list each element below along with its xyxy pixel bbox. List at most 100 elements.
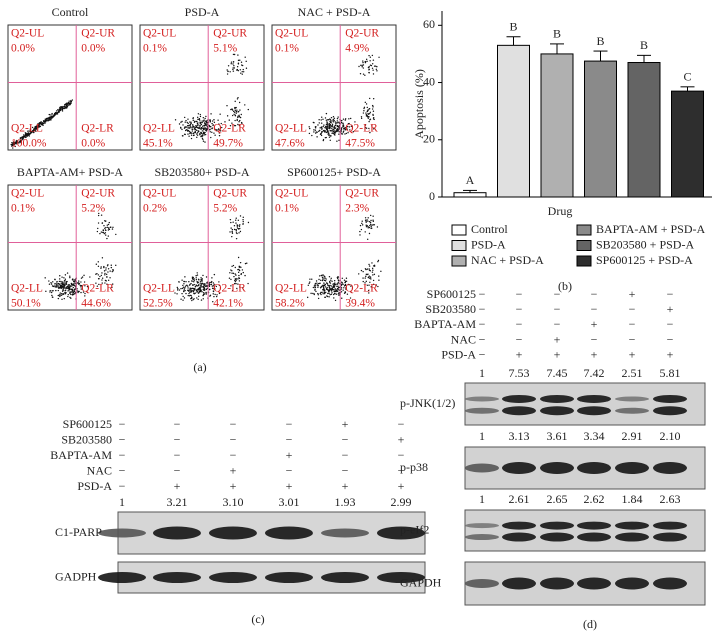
event-dot [66, 102, 68, 104]
event-dot [324, 296, 327, 298]
event-dot [338, 293, 340, 295]
event-dot [72, 279, 74, 281]
event-dot [351, 125, 353, 127]
event-dot [232, 53, 235, 56]
event-dot [332, 130, 334, 132]
event-dot [229, 71, 231, 73]
event-dot [236, 65, 239, 68]
event-dot [197, 124, 199, 126]
panel-label: (d) [583, 617, 597, 631]
event-dot [364, 126, 367, 129]
event-dot [329, 118, 331, 120]
event-dot [246, 262, 248, 264]
event-dot [182, 295, 184, 298]
event-dot [195, 289, 198, 292]
event-dot [190, 282, 192, 285]
event-dot [18, 140, 21, 142]
event-dot [232, 61, 235, 63]
event-dot [195, 284, 198, 287]
event-dot [71, 289, 74, 291]
band [653, 462, 687, 474]
event-dot [321, 130, 323, 133]
event-dot [320, 119, 322, 121]
event-dot [51, 116, 53, 119]
event-dot [219, 113, 221, 115]
event-dot [208, 285, 211, 288]
event-dot [362, 60, 364, 62]
event-dot [235, 112, 237, 114]
quadrant-value: 5.2% [213, 203, 237, 215]
event-dot [319, 127, 321, 129]
ratio: 1 [479, 429, 485, 443]
event-dot [326, 125, 329, 127]
bar [671, 90, 704, 198]
event-dot [372, 283, 375, 286]
event-dot [340, 291, 343, 293]
quadrant-name: Q2-LR [81, 123, 114, 135]
band [209, 526, 257, 540]
event-dot [103, 220, 106, 222]
event-dot [59, 275, 61, 277]
event-dot [346, 125, 349, 128]
event-dot [236, 224, 238, 226]
event-dot [184, 276, 186, 278]
treatment-sign: + [230, 463, 237, 477]
event-dot [359, 234, 361, 236]
event-dot [237, 69, 240, 72]
event-dot [326, 122, 328, 125]
event-dot [44, 122, 46, 125]
event-dot [209, 119, 211, 121]
event-dot [233, 64, 235, 67]
event-dot [70, 285, 72, 287]
event-dot [74, 281, 76, 283]
band [153, 526, 201, 540]
event-dot [20, 136, 22, 139]
event-dot [218, 134, 221, 137]
event-dot [366, 238, 369, 240]
event-dot [367, 225, 369, 228]
event-dot [11, 142, 13, 144]
event-dot [335, 293, 338, 295]
band [653, 521, 687, 530]
event-dot [204, 284, 206, 286]
event-dot [366, 224, 368, 227]
event-dot [186, 125, 189, 127]
quadrant-name: Q2-UL [143, 188, 176, 200]
treatment-sign: − [174, 432, 181, 446]
event-dot [106, 226, 109, 228]
band [540, 462, 574, 474]
event-dot [48, 116, 51, 119]
quadrant-name: Q2-LL [11, 283, 43, 295]
treatment-sign: + [591, 348, 598, 362]
event-dot [200, 135, 202, 137]
event-dot [192, 276, 195, 279]
event-dot [336, 277, 339, 280]
event-dot [327, 289, 329, 292]
event-dot [364, 268, 367, 270]
event-dot [193, 298, 195, 300]
band [265, 572, 313, 583]
event-dot [315, 125, 317, 128]
event-dot [232, 110, 235, 113]
event-dot [342, 283, 344, 286]
event-dot [59, 285, 62, 288]
event-dot [241, 71, 243, 73]
band [265, 526, 313, 540]
event-dot [188, 295, 191, 297]
event-dot [52, 285, 55, 288]
event-dot [180, 298, 182, 300]
event-dot [183, 290, 185, 293]
event-dot [338, 122, 340, 124]
event-dot [63, 280, 66, 282]
event-dot [197, 292, 200, 294]
event-dot [360, 228, 363, 231]
quadrant-value: 44.6% [81, 298, 111, 310]
event-dot [378, 275, 380, 277]
event-dot [231, 114, 234, 117]
event-dot [181, 292, 183, 295]
event-dot [330, 277, 332, 280]
quadrant-name: Q2-LL [143, 283, 175, 295]
event-dot [237, 278, 239, 280]
event-dot [348, 284, 350, 286]
event-dot [311, 134, 313, 137]
